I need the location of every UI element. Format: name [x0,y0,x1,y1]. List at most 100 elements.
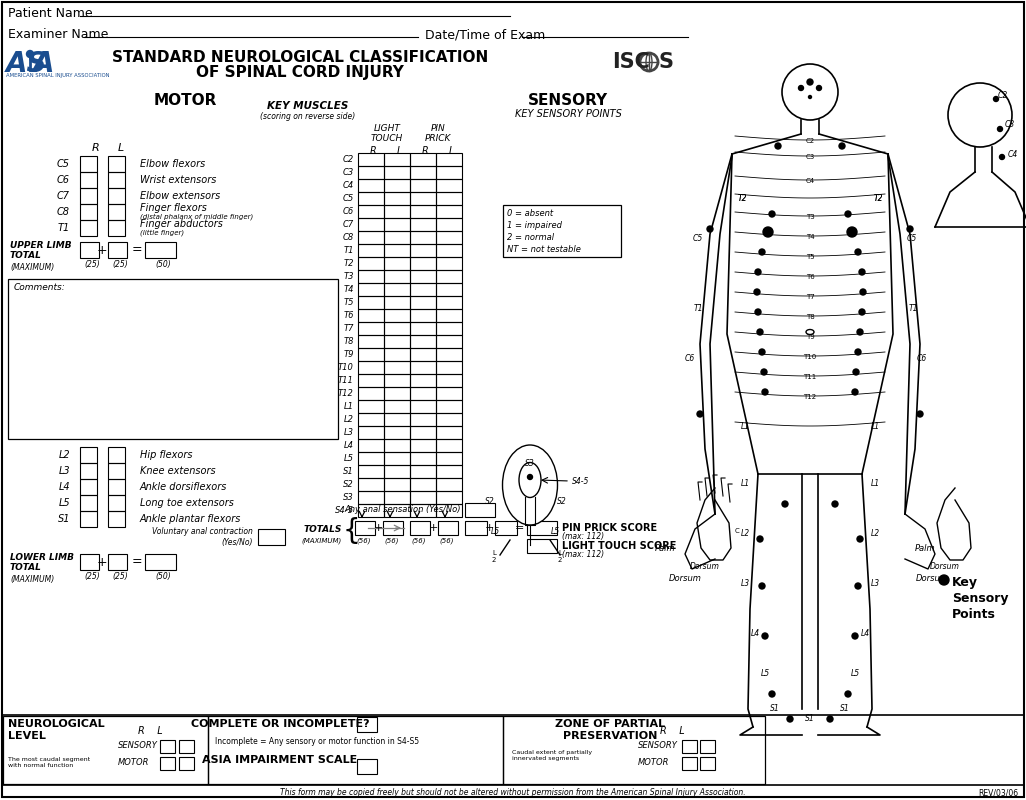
Bar [108,479,125,495]
Bar [160,740,175,753]
Circle shape [845,691,851,697]
Bar [436,205,462,218]
Circle shape [755,309,761,315]
Text: L
2: L 2 [492,550,497,563]
Text: T6: T6 [805,274,815,280]
Text: Finger flexors: Finger flexors [140,203,207,213]
Bar [8,279,338,439]
Text: NT = not testable: NT = not testable [507,245,581,254]
Text: T7: T7 [344,324,354,333]
Text: C4: C4 [805,178,815,184]
Bar [384,452,410,465]
Text: C2: C2 [343,155,354,164]
Bar [384,322,410,335]
Circle shape [917,411,923,417]
Text: R    L: R L [137,726,162,736]
Bar [179,740,194,753]
Bar [410,296,436,309]
Bar [384,192,410,205]
Bar [358,270,384,283]
Text: ZONE OF PARTIAL
PRESERVATION: ZONE OF PARTIAL PRESERVATION [555,719,665,741]
Text: L5: L5 [760,669,770,678]
Text: L: L [448,146,453,156]
Text: C3: C3 [343,168,354,177]
Text: S3: S3 [525,459,535,468]
Bar [410,400,436,413]
Circle shape [782,501,788,507]
Bar [410,283,436,296]
Bar [384,426,410,439]
Bar [410,231,436,244]
Text: Elbow extensors: Elbow extensors [140,191,221,201]
Bar [436,387,462,400]
Bar [436,361,462,374]
Bar [410,205,436,218]
Bar [80,495,97,511]
Bar [410,322,436,335]
Text: S1: S1 [840,704,850,713]
Text: =: = [131,555,143,569]
Bar [384,205,410,218]
Text: R    L: R L [660,726,684,736]
Text: C4: C4 [1008,150,1018,159]
Bar [384,257,410,270]
Text: L2: L2 [344,415,354,424]
Text: Examiner Name: Examiner Name [8,28,109,41]
Bar [410,387,436,400]
Bar [179,757,194,770]
Circle shape [939,575,949,585]
Bar [410,257,436,270]
Text: Sensory: Sensory [952,592,1009,605]
Text: T2: T2 [738,194,747,203]
Circle shape [857,329,863,335]
Bar [682,757,697,770]
Circle shape [839,143,845,149]
Text: +: + [96,555,108,569]
Text: LOWER LIMB
TOTAL: LOWER LIMB TOTAL [10,553,74,573]
Bar [384,439,410,452]
Text: Caudal extent of partially
innervated segments: Caudal extent of partially innervated se… [512,750,592,761]
Text: LIGHT
TOUCH: LIGHT TOUCH [370,124,403,143]
Text: =: = [131,243,143,257]
Bar [384,478,410,491]
Bar [145,242,176,258]
Text: T2: T2 [873,194,882,203]
Text: T5: T5 [344,298,354,307]
Bar [358,192,384,205]
Circle shape [757,329,763,335]
Text: REV/03/06: REV/03/06 [978,788,1018,797]
Text: (MAXIMUM): (MAXIMUM) [302,538,342,545]
Text: KEY SENSORY POINTS: KEY SENSORY POINTS [515,109,622,119]
Bar [682,740,697,753]
Text: AS: AS [6,50,47,78]
Text: Elbow flexors: Elbow flexors [140,159,205,169]
Text: T1: T1 [57,223,70,233]
Text: L5: L5 [58,498,70,508]
Bar [2,715,1024,785]
Text: C8: C8 [57,207,70,217]
Text: T4: T4 [344,285,354,294]
Text: C3: C3 [1005,120,1016,129]
Text: T5: T5 [805,254,815,260]
Bar [384,270,410,283]
Bar [358,465,384,478]
Bar [80,172,97,188]
Text: Points: Points [952,608,996,621]
Text: T1: T1 [694,304,703,313]
Text: 2 = normal: 2 = normal [507,233,554,242]
Text: Dorsum: Dorsum [930,562,960,571]
Bar [410,335,436,348]
Bar [357,717,377,732]
Text: S1: S1 [57,514,70,524]
Text: L1: L1 [741,422,750,431]
Text: T8: T8 [344,337,354,346]
Text: (MAXIMUM): (MAXIMUM) [10,263,54,272]
Bar [410,465,436,478]
Bar [358,231,384,244]
Bar [527,539,557,553]
Bar [410,153,436,166]
Text: (25): (25) [112,260,128,269]
Ellipse shape [503,445,557,525]
Text: Any anal sensation (Yes/No): Any anal sensation (Yes/No) [345,505,461,514]
Text: Key: Key [952,576,978,589]
